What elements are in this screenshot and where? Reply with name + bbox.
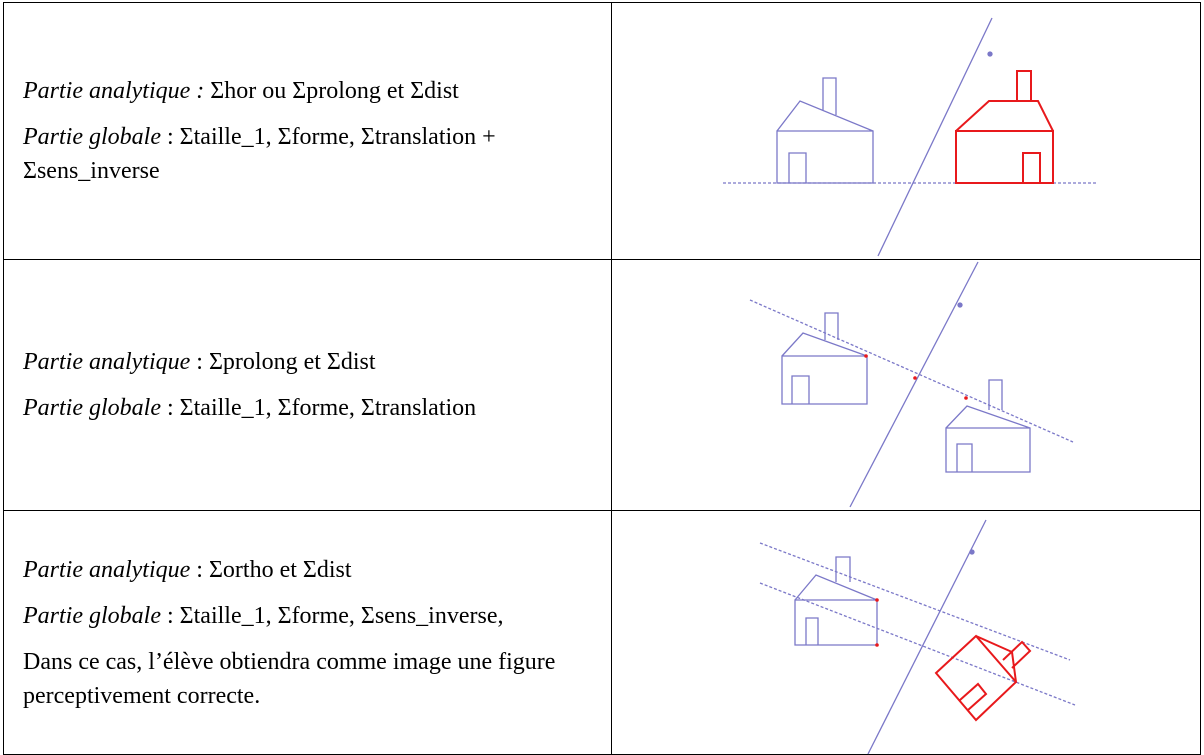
text: : Σprolong et Σdist	[196, 349, 376, 375]
label: Partie globale	[23, 124, 161, 150]
figure-cell	[611, 510, 1201, 755]
paragraph: Partie globale : Σtaille_1, Σforme, Σsen…	[23, 599, 583, 633]
paragraph: Partie globale : Σtaille_1, Σforme, Σtra…	[23, 120, 583, 188]
figure-cell	[611, 2, 1201, 260]
text: : Σtaille_1, Σforme, Σtranslation + Σsen…	[23, 124, 496, 184]
row: Partie analytique : Σortho et Σdist Part…	[3, 510, 1201, 755]
text: : Σortho et Σdist	[196, 556, 352, 583]
text-cell: Partie analytique : Σortho et Σdist Part…	[3, 510, 612, 755]
paragraph: Partie globale : Σtaille_1, Σforme, Σtra…	[23, 391, 583, 425]
label: Partie analytique :	[23, 78, 205, 104]
figure-cell	[611, 259, 1201, 511]
paragraph: Partie analytique : Σhor ou Σprolong et …	[23, 74, 583, 108]
text: Σhor ou Σprolong et Σdist	[210, 78, 459, 104]
paragraph: Partie analytique : Σortho et Σdist	[23, 553, 583, 587]
text-cell: Partie analytique : Σprolong et Σdist Pa…	[3, 259, 612, 511]
table: Partie analytique : Σhor ou Σprolong et …	[3, 2, 1201, 755]
label: Partie globale	[23, 395, 161, 421]
row: Partie analytique : Σprolong et Σdist Pa…	[3, 259, 1201, 511]
label: Partie analytique	[23, 349, 191, 375]
paragraph: Partie analytique : Σprolong et Σdist	[23, 345, 583, 379]
paragraph: Dans ce cas, l’élève obtiendra comme ima…	[23, 648, 556, 709]
text: : Σtaille_1, Σforme, Σsens_inverse,	[166, 602, 504, 629]
text: : Σtaille_1, Σforme, Σtranslation	[166, 395, 477, 421]
text-cell: Partie analytique : Σhor ou Σprolong et …	[3, 2, 612, 260]
row: Partie analytique : Σhor ou Σprolong et …	[3, 2, 1201, 260]
label: Partie globale	[23, 602, 161, 629]
label: Partie analytique	[23, 556, 191, 583]
